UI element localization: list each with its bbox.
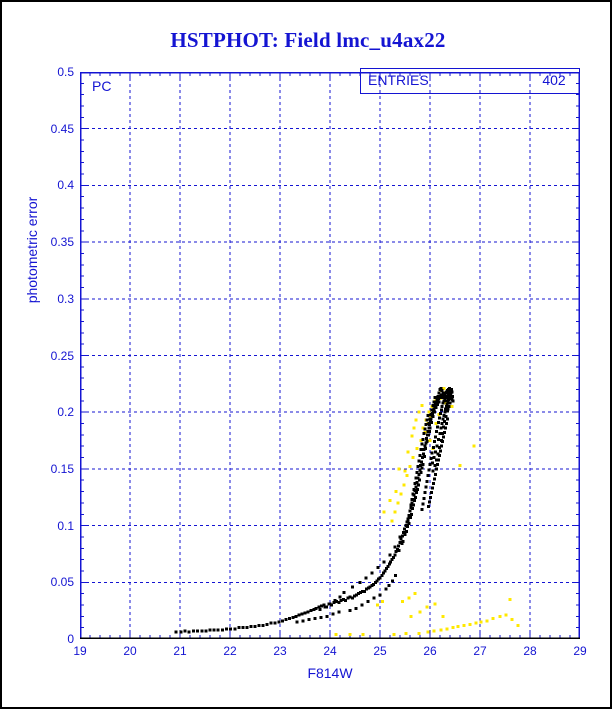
y-tick-label: 0.1	[57, 518, 74, 533]
y-tick-label: 0	[67, 632, 74, 646]
y-tick-label: 0.3	[57, 291, 74, 306]
y-axis-label: photometric error	[24, 196, 40, 304]
x-tick-label: 29	[573, 644, 587, 658]
y-tick-label: 0.05	[50, 575, 74, 590]
y-tick-label: 0.4	[57, 178, 74, 193]
y-tick-label: 0.35	[50, 235, 74, 250]
gridlines	[80, 72, 580, 639]
entries-value: 402	[542, 72, 566, 88]
x-tick-label: 21	[173, 644, 187, 658]
data-points	[174, 386, 520, 636]
chart-canvas	[80, 72, 580, 639]
x-tick-label: 27	[473, 644, 487, 658]
y-tick-label: 0.25	[50, 348, 74, 363]
x-tick-label: 19	[73, 644, 87, 658]
y-tick-label: 0.15	[50, 461, 74, 476]
x-tick-label: 20	[123, 644, 137, 658]
x-tick-label: 23	[273, 644, 287, 658]
x-tick-label: 25	[373, 644, 387, 658]
y-tick-label: 0.45	[50, 121, 74, 136]
plot-frame	[80, 72, 580, 639]
x-tick-label: 24	[323, 644, 337, 658]
x-axis-label: F814W	[307, 665, 353, 681]
y-tick-label: 0.5	[57, 65, 74, 79]
page-title: HSTPHOT: Field lmc_u4ax22	[170, 28, 446, 52]
detector-label: PC	[92, 78, 112, 94]
y-tick-label: 0.2	[57, 405, 74, 420]
scatter-plot-area	[80, 72, 580, 639]
entries-label: ENTRIES	[368, 72, 429, 88]
x-tick-label: 28	[523, 644, 537, 658]
x-tick-label: 26	[423, 644, 437, 658]
x-tick-label: 22	[223, 644, 237, 658]
